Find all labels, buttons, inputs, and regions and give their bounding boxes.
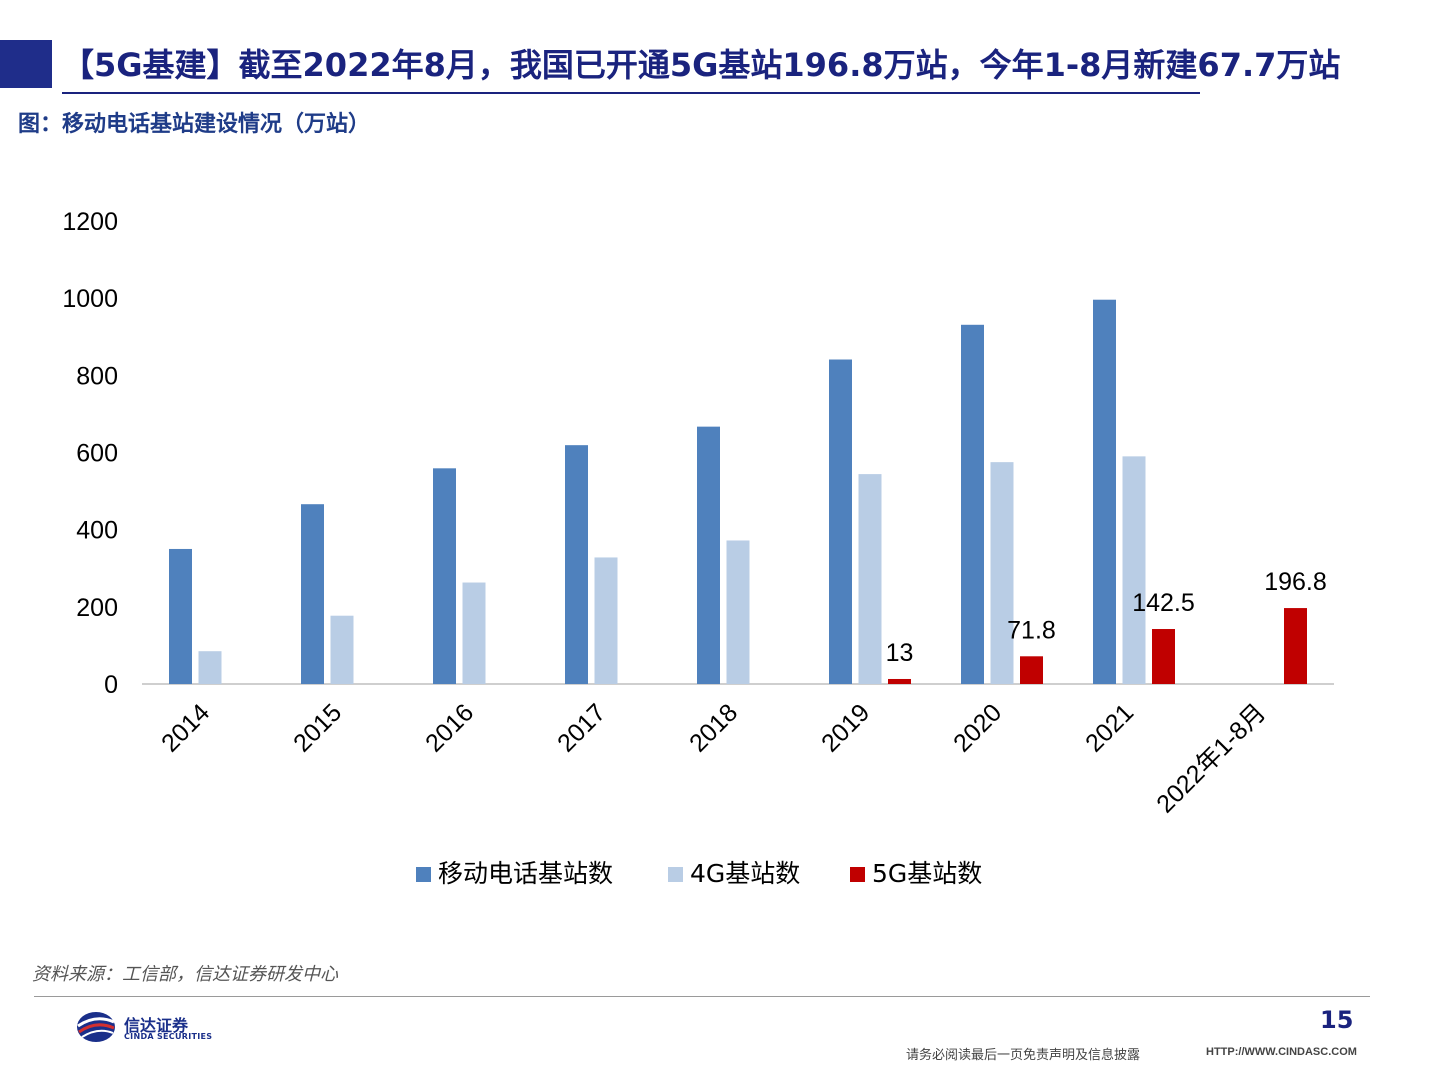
footer-divider	[34, 996, 1370, 997]
bar-4g	[726, 540, 750, 684]
page-title: 【5G基建】截至2022年8月，我国已开通5G基站196.8万站，今年1-8月新…	[62, 46, 1341, 84]
y-tick-label: 600	[76, 440, 118, 468]
bar-4g	[330, 615, 354, 684]
bar-5g	[1020, 656, 1043, 684]
bar-5g	[1152, 629, 1175, 684]
bar-4g	[1122, 456, 1146, 684]
bar-mobile	[1093, 299, 1116, 684]
bar-4g	[594, 557, 618, 684]
bar-mobile	[169, 548, 192, 684]
x-tick-label: 2017	[552, 698, 611, 757]
y-tick-label: 800	[76, 362, 118, 390]
bar-mobile	[829, 359, 852, 684]
bar-5g	[1284, 608, 1307, 684]
data-label: 71.8	[1007, 616, 1056, 644]
page-number: 15	[1320, 1006, 1354, 1034]
legend-label: 4G基站数	[690, 859, 800, 888]
legend-swatch	[850, 867, 865, 882]
bar-5g	[888, 678, 911, 684]
title-accent-bar	[0, 40, 52, 88]
legend-label: 移动电话基站数	[438, 859, 613, 888]
bar-mobile	[433, 468, 456, 684]
chart-caption: 图：移动电话基站建设情况（万站）	[18, 111, 371, 137]
legend-swatch	[416, 867, 431, 882]
x-tick-label: 2015	[288, 698, 347, 757]
logo-text-en: CINDA SECURITIES	[124, 1032, 213, 1041]
bar-4g	[990, 462, 1014, 684]
website-url[interactable]: HTTP://WWW.CINDASC.COM	[1206, 1046, 1357, 1058]
logo-text-cn: 信达证券	[124, 1016, 189, 1035]
bar-4g	[858, 474, 882, 684]
x-tick-label: 2021	[1080, 698, 1139, 757]
disclaimer-text: 请务必阅读最后一页免责声明及信息披露	[906, 1048, 1141, 1063]
y-tick-label: 400	[76, 517, 118, 545]
legend-swatch	[668, 867, 683, 882]
bar-4g	[462, 582, 486, 684]
x-tick-label: 2019	[816, 698, 875, 757]
cinda-logo-icon	[77, 1012, 115, 1042]
bar-4g	[198, 651, 222, 684]
x-tick-label: 2022年1-8月	[1151, 698, 1271, 818]
x-tick-label: 2014	[156, 698, 215, 757]
y-tick-label: 200	[76, 594, 118, 622]
source-note: 资料来源：工信部，信达证券研发中心	[32, 964, 338, 985]
y-tick-label: 1000	[62, 285, 118, 313]
data-label: 13	[886, 639, 914, 667]
x-tick-label: 2018	[684, 698, 743, 757]
data-label: 196.8	[1264, 568, 1327, 596]
y-tick-label: 0	[104, 671, 118, 699]
bar-mobile	[301, 504, 324, 684]
legend-label: 5G基站数	[872, 859, 982, 888]
data-label: 142.5	[1132, 589, 1195, 617]
x-tick-label: 2016	[420, 698, 479, 757]
y-tick-label: 1200	[62, 208, 118, 236]
title-underline	[62, 92, 1200, 94]
x-tick-label: 2020	[948, 698, 1007, 757]
bar-chart: 0 200 400 600 800 1000 1200 13 71.8 142.5 196.8 201…	[62, 208, 1334, 888]
bar-mobile	[961, 324, 984, 684]
bar-mobile	[697, 426, 720, 684]
bar-mobile	[565, 445, 588, 684]
